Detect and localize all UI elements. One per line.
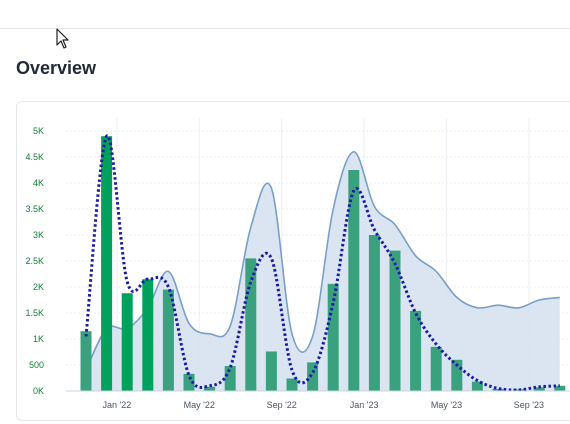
bar [286,378,298,391]
area-series-line [85,151,560,371]
bar [121,293,133,391]
x-tick-label: May '22 [184,400,215,410]
bar [327,283,339,391]
bar [307,362,319,391]
y-tick-label: 4K [33,178,44,188]
dotted-series-line [84,134,560,392]
bar [101,136,113,391]
x-tick-label: Jan '23 [350,400,379,410]
bar [183,373,195,391]
bar [533,387,545,391]
bar [410,310,422,391]
bar [204,386,216,391]
bar [265,351,277,391]
bar [492,388,504,391]
y-tick-label: 2K [33,282,44,292]
y-tick-label: 3K [33,230,44,240]
mouse-cursor-icon [56,28,69,49]
y-tick-label: 0K [33,386,44,396]
area-series-fill [86,151,560,391]
y-tick-label: 1K [33,334,44,344]
bar [554,385,566,391]
y-tick-label: 2.5K [25,256,44,266]
section-title: Overview [16,58,97,78]
y-tick-label: 500 [29,360,44,370]
y-tick-label: 3.5K [25,204,44,214]
bar [224,366,236,391]
bar [471,381,483,391]
bar [348,170,360,391]
y-tick-label: 5K [33,126,44,136]
x-tick-label: Sep '23 [514,400,544,410]
bar [142,279,154,391]
top-bar [0,0,570,29]
bar [430,346,442,391]
bar [389,250,401,391]
x-tick-label: Jan '22 [103,400,132,410]
bar [451,359,463,391]
bar [368,235,380,391]
x-tick-label: May '23 [431,400,462,410]
y-tick-label: 1.5K [25,308,44,318]
x-tick-label: Sep '22 [267,400,297,410]
bar [80,331,92,391]
bar [245,258,257,391]
bar [513,389,525,391]
bar [162,289,174,391]
y-tick-label: 4.5K [25,152,44,162]
